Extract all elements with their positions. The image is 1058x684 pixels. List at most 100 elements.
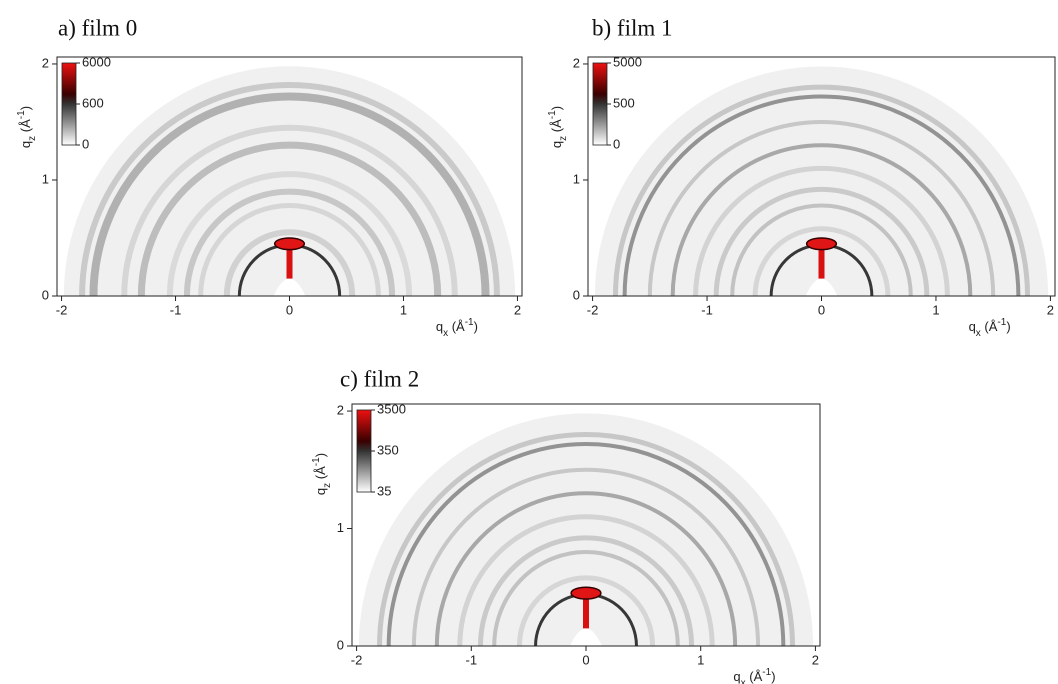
specular-rod [583, 593, 589, 629]
ring [166, 171, 413, 296]
label-part: z [27, 136, 38, 141]
colorbar-tick-label: 6000 [82, 54, 111, 69]
label-part: (Å [313, 466, 328, 483]
ring [647, 119, 996, 296]
ring [411, 467, 761, 646]
label-part: -1 [16, 110, 27, 119]
y-tick-label: 2 [337, 402, 344, 417]
panel-title: c) film 2 [340, 366, 419, 391]
colorbar [356, 409, 372, 493]
label-part: ) [313, 453, 328, 457]
x-tick-label: 1 [932, 302, 939, 317]
ring [612, 84, 1031, 296]
label-part: ) [18, 106, 33, 110]
y-tick-label: 0 [573, 287, 580, 302]
colorbar [61, 62, 77, 146]
label-part: x [976, 328, 981, 339]
label-part: q [969, 319, 976, 334]
colorbar-tick-label: 5000 [613, 54, 642, 69]
x-tick-label: 1 [400, 302, 407, 317]
label-part: (Å [549, 119, 564, 136]
y-axis-label: qz (Å-1) [311, 453, 333, 495]
label-part: z [558, 136, 569, 141]
ring [492, 550, 680, 646]
ring [477, 535, 695, 646]
x-axis-label: qx (Å-1) [436, 317, 478, 339]
ring [693, 165, 950, 296]
ring [434, 491, 738, 646]
ring [377, 432, 795, 646]
ring [670, 143, 973, 296]
specular-spot [805, 237, 838, 251]
y-tick-label: 0 [337, 637, 344, 652]
ring [137, 141, 442, 296]
specular-rod [818, 243, 825, 279]
ring [386, 441, 786, 646]
diffraction-image [594, 66, 1049, 296]
label-part: (Å [746, 669, 763, 684]
label-part: (Å [18, 119, 33, 136]
ring [730, 203, 913, 296]
label-part: q [733, 669, 740, 684]
x-tick-label: 2 [812, 652, 819, 667]
ring [457, 514, 715, 646]
detector-area [358, 413, 814, 646]
label-part: ) [549, 106, 564, 110]
specular-spot [570, 586, 602, 600]
ring [198, 203, 381, 296]
detector-area [594, 66, 1049, 296]
y-tick-label: 1 [573, 171, 580, 186]
missing-wedge [273, 278, 306, 296]
label-part: -1 [997, 317, 1006, 328]
label-part: ) [771, 669, 775, 684]
ring [121, 124, 458, 296]
x-tick-label: -1 [466, 652, 478, 667]
x-tick-label: 1 [697, 652, 704, 667]
label-part: q [436, 319, 443, 334]
missing-wedge [569, 628, 603, 646]
y-tick-label: 1 [42, 171, 49, 186]
ring [89, 92, 490, 296]
x-tick-label: 0 [818, 302, 825, 317]
x-tick-label: -1 [170, 302, 182, 317]
diffraction-image [63, 66, 516, 296]
y-axis-label: qz (Å-1) [16, 106, 38, 148]
label-part: -1 [465, 317, 474, 328]
specular-spot [273, 237, 306, 251]
y-tick-label: 1 [337, 520, 344, 535]
x-tick-label: 0 [582, 652, 589, 667]
colorbar-tick-label: 350 [377, 442, 399, 457]
colorbar-tick-label: 0 [613, 136, 620, 151]
diffraction-image [358, 413, 814, 646]
ring [713, 186, 930, 296]
x-tick-label: 2 [1047, 302, 1054, 317]
colorbar [592, 62, 608, 146]
panel-title: a) film 0 [58, 15, 137, 40]
label-part: ) [1006, 319, 1010, 334]
x-tick-label: 0 [286, 302, 293, 317]
label-part: x [443, 328, 448, 339]
y-axis-label: qz (Å-1) [547, 106, 569, 148]
colorbar-tick-label: 3500 [377, 401, 406, 416]
label-part: (Å [981, 319, 998, 334]
x-tick-label: -2 [56, 302, 68, 317]
y-tick-label: 0 [42, 287, 49, 302]
label-part: -1 [762, 667, 771, 678]
panel-title: b) film 1 [592, 15, 673, 40]
label-part: x [741, 678, 746, 684]
label-part: q [549, 141, 564, 148]
x-tick-label: 2 [514, 302, 521, 317]
label-part: q [18, 141, 33, 148]
ring [183, 188, 396, 296]
y-tick-label: 2 [42, 55, 49, 70]
colorbar-tick-label: 500 [613, 95, 635, 110]
x-tick-label: -2 [587, 302, 599, 317]
colorbar-tick-label: 35 [377, 483, 391, 498]
y-tick-label: 2 [573, 55, 580, 70]
x-tick-label: -2 [351, 652, 363, 667]
ring [79, 81, 500, 296]
